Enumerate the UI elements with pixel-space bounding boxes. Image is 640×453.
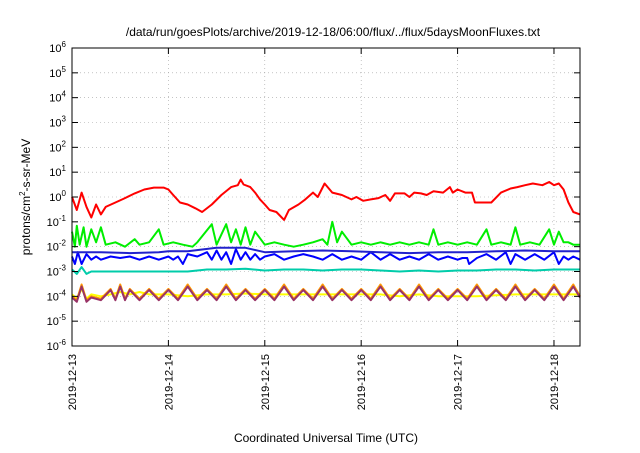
y-tick-base: 10 [47,217,59,229]
y-tick-base: 10 [49,167,61,179]
y-axis-label-rest: -s-sr-MeV [19,139,33,192]
y-tick-base: 10 [49,43,61,55]
series-line-2 [71,220,580,248]
chart-title: /data/run/goesPlots/archive/2019-12-18/0… [126,25,541,39]
x-axis: 2019-12-13 2019-12-14 2019-12-15 2019-12-16… [67,48,561,410]
y-tick-label: 105 [49,65,66,80]
series-line-4 [72,246,580,255]
y-tick-base: 10 [49,192,61,204]
x-tick-label: 2019-12-18 [549,354,561,410]
series-line-8 [71,285,581,303]
x-tick-label: 2019-12-14 [163,354,175,410]
y-tick-base: 10 [47,267,59,279]
series-layer [71,178,581,303]
y-tick-base: 10 [47,341,59,353]
y-tick-label: 103 [49,115,66,130]
y-tick-label: 104 [49,90,66,105]
y-tick-exp: 6 [62,40,67,49]
grid [72,48,580,346]
y-tick-exp: 5 [62,65,67,74]
x-tick-label: 2019-12-13 [67,354,79,410]
x-axis-label: Coordinated Universal Time (UTC) [234,431,418,445]
y-tick-base: 10 [49,68,61,80]
y-tick-label: 102 [49,139,66,154]
y-tick-label: 10-6 [47,338,67,353]
y-tick-label: 10-2 [47,239,67,254]
y-tick-exp: 3 [62,115,67,124]
y-axis-label-base: protons/cm [19,196,33,255]
y-tick-label: 106 [49,40,66,55]
x-tick-label: 2019-12-15 [260,354,272,410]
y-axis-label: protons/cm2-s-sr-MeV [18,139,33,255]
y-tick-exp: -6 [59,338,67,347]
y-tick-exp: -2 [59,239,67,248]
series-line-3 [71,248,581,265]
y-tick-base: 10 [49,93,61,105]
y-tick-label: 10-3 [47,264,67,279]
y-tick-label: 10-5 [47,313,67,328]
y-tick-exp: -3 [59,264,67,273]
y-tick-base: 10 [47,291,59,303]
x-tick-label: 2019-12-16 [356,354,368,410]
y-tick-base: 10 [49,142,61,154]
y-tick-exp: 0 [62,189,67,198]
y-tick-base: 10 [47,242,59,254]
y-tick-exp: -5 [59,313,67,322]
x-tick-label: 2019-12-17 [453,354,465,410]
y-tick-label: 10-4 [47,288,67,303]
y-tick-label: 10-1 [47,214,67,229]
y-tick-exp: -4 [59,288,67,297]
y-tick-exp: 2 [62,139,67,148]
series-line-5 [71,266,580,275]
y-tick-label: 100 [49,189,66,204]
y-tick-label: 101 [49,164,66,179]
series-line-1 [71,178,581,221]
y-axis: 10-610-510-410-310-210-11001011021031041… [47,40,580,353]
y-axis-label-sup: 2 [18,191,27,196]
y-tick-exp: -1 [59,214,67,223]
y-tick-exp: 1 [62,164,67,173]
y-tick-base: 10 [49,118,61,130]
y-tick-exp: 4 [62,90,67,99]
y-tick-base: 10 [47,316,59,328]
